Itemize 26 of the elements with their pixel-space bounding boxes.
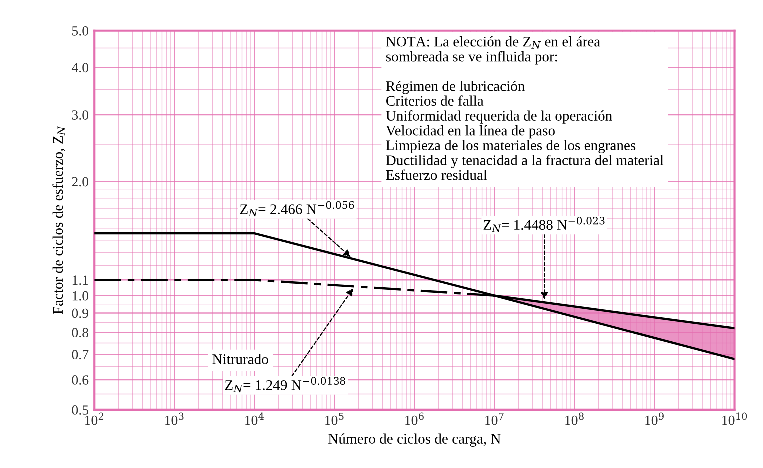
annotation: Z$_{N}$= 1.4488 N$^{−0.023}$ — [484, 217, 605, 232]
text: NOTA: La elección de Z$_{N}$ en el área sombreada se ve influida por: Régimen de lubricación Criterios de falla Uniformidad requerida de la operación Velocidad en la línea de paso Limpieza de los materiales de los engranes Ductilidad y tenacidad a la fractura del material Esfuerzo residual — [386, 36, 664, 180]
annotation: Z$_{N}$= 2.466 N$^{−0.056}$ — [240, 201, 354, 217]
x-tick-label: 10$^{6}$ — [406, 412, 424, 426]
y-axis-title: Factor de ciclos de esfuerzo, Z$_{N}$ — [52, 126, 66, 314]
y-tick-label: 2.0 — [72, 177, 89, 187]
y-tick-label: 0.8 — [72, 328, 89, 338]
annotation: Nitrurado — [212, 354, 268, 364]
x-tick-label: 10$^{8}$ — [566, 412, 584, 426]
y-tick-label: 1.0 — [72, 291, 89, 301]
y-tick-label: 1.1 — [72, 276, 88, 286]
x-tick-label: 10$^{10}$ — [722, 412, 748, 426]
x-tick-label: 10$^{9}$ — [646, 412, 664, 426]
x-axis-title: Número de ciclos de carga, N — [328, 434, 501, 447]
x-tick-label: 10$^{7}$ — [486, 412, 504, 426]
y-tick-label: 0.6 — [72, 376, 89, 385]
x-tick-label: 10$^{4}$ — [246, 412, 264, 426]
y-tick-label: 3.0 — [72, 110, 89, 120]
x-tick-label: 10$^{5}$ — [326, 412, 344, 426]
y-tick-label: 0.7 — [72, 350, 89, 360]
y-tick-label: 0.9 — [72, 308, 88, 318]
x-tick-label: 10$^{3}$ — [166, 412, 184, 426]
y-tick-label: 5.0 — [72, 26, 89, 36]
y-tick-label: 4.0 — [72, 63, 89, 73]
y-tick-label: 0.5 — [72, 406, 89, 415]
annotation: Z$_{N}$= 1.249 N$^{−0.0138}$ — [225, 377, 346, 393]
